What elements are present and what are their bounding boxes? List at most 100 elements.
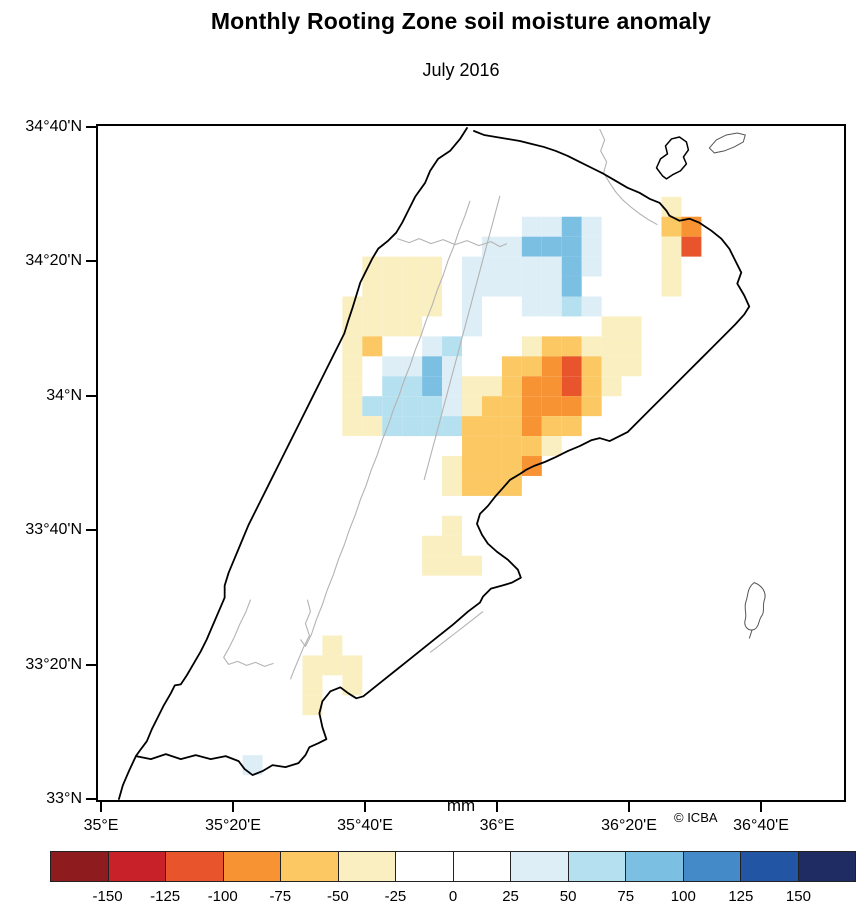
colorbar-segment [281, 852, 339, 881]
anomaly-cell [342, 376, 363, 397]
anomaly-cell [541, 376, 562, 397]
anomaly-cell [541, 396, 562, 417]
lat-tick-mark [86, 260, 97, 262]
anomaly-cell [661, 256, 682, 277]
anomaly-cell [382, 276, 403, 297]
anomaly-cell [561, 376, 582, 397]
anomaly-cell [501, 376, 522, 397]
anomaly-cell [501, 236, 522, 257]
anomaly-cell [541, 436, 562, 457]
anomaly-cell [601, 316, 622, 337]
anomaly-cell [402, 276, 423, 297]
anomaly-cell [462, 396, 482, 417]
anomaly-cell [541, 236, 562, 257]
small-features [708, 132, 766, 639]
colorbar-tick-label: 25 [502, 888, 519, 905]
admin-boundaries [223, 128, 658, 680]
lat-tick-mark [86, 798, 97, 800]
anomaly-cell [521, 296, 542, 317]
colorbar-segment [741, 852, 799, 881]
anomaly-cell [481, 256, 502, 277]
anomaly-cell [621, 356, 642, 377]
anomaly-cell [402, 396, 423, 417]
anomaly-cell [242, 755, 263, 776]
lon-tick-mark [628, 801, 630, 812]
anomaly-cell [501, 396, 522, 417]
anomaly-cell [501, 356, 522, 377]
anomaly-cell [521, 416, 542, 437]
anomaly-cell [302, 675, 323, 696]
anomaly-cell [422, 396, 443, 417]
anomaly-cell [382, 416, 403, 437]
anomaly-cell [681, 236, 702, 257]
anomaly-cell [481, 276, 502, 297]
anomaly-cell [402, 296, 423, 317]
anomaly-cell [442, 416, 463, 437]
anomaly-cell [462, 456, 482, 476]
anomaly-cell [422, 356, 443, 377]
anomaly-cell [442, 376, 463, 397]
colorbar-segment [798, 852, 855, 881]
anomaly-cell [462, 256, 482, 277]
colorbar-segment [683, 852, 741, 881]
anomaly-cell [481, 456, 502, 476]
colorbar-tick-label: 50 [559, 888, 577, 905]
lon-tick-mark [100, 801, 102, 812]
anomaly-cell [561, 276, 582, 297]
anomaly-cell [521, 216, 542, 237]
anomaly-cell [541, 296, 562, 317]
anomaly-cell [581, 376, 602, 397]
anomaly-cell [501, 416, 522, 437]
anomaly-cell [402, 316, 423, 337]
anomaly-cell [402, 416, 423, 437]
anomaly-cell [342, 655, 363, 676]
coastline [118, 127, 468, 800]
anomaly-cell [601, 376, 622, 397]
page-title: Monthly Rooting Zone soil moisture anoma… [210, 8, 712, 34]
anomaly-cell [462, 475, 482, 496]
anomaly-cell [362, 316, 383, 337]
border-pocket [655, 136, 690, 180]
colorbar-tick-label: 150 [785, 888, 811, 905]
anomaly-cell [521, 356, 542, 377]
anomaly-cell [342, 336, 363, 357]
colorbar-tick-label: -125 [150, 888, 181, 905]
anomaly-cell [481, 236, 502, 257]
anomaly-cell [422, 535, 443, 556]
colorbar-tick-label: -100 [207, 888, 238, 905]
anomaly-cell [541, 336, 562, 357]
lat-tick-mark [86, 664, 97, 666]
anomaly-cell [302, 695, 323, 716]
anomaly-cell [422, 416, 443, 437]
anomaly-cell [442, 356, 463, 377]
lat-tick-label: 34°20'N [25, 252, 82, 269]
anomaly-cell [661, 276, 682, 297]
anomaly-cell [462, 436, 482, 457]
lat-tick-label: 33°40'N [25, 521, 82, 538]
anomaly-cell [302, 655, 323, 676]
anomaly-cell [382, 256, 403, 277]
lake-shape-north [708, 132, 746, 154]
anomaly-cell [661, 216, 682, 237]
water-shape-southeast [744, 582, 766, 631]
anomaly-cell [442, 475, 463, 496]
anomaly-cell [462, 276, 482, 297]
anomaly-cell [581, 356, 602, 377]
anomaly-cell [442, 535, 463, 556]
anomaly-cell [521, 276, 542, 297]
anomaly-cell [462, 296, 482, 317]
anomaly-cell [561, 256, 582, 277]
anomaly-cell [422, 336, 443, 357]
anomaly-cell [561, 416, 582, 437]
anomaly-cell [581, 396, 602, 417]
anomaly-cell [342, 675, 363, 696]
anomaly-cell [521, 376, 542, 397]
anomaly-cells-layer [242, 196, 702, 776]
anomaly-cell [382, 316, 403, 337]
anomaly-cell [342, 316, 363, 337]
anomaly-cell [501, 436, 522, 457]
anomaly-cell [561, 216, 582, 237]
colorbar-segment [568, 852, 626, 881]
anomaly-cell [521, 256, 542, 277]
anomaly-cell [442, 336, 463, 357]
